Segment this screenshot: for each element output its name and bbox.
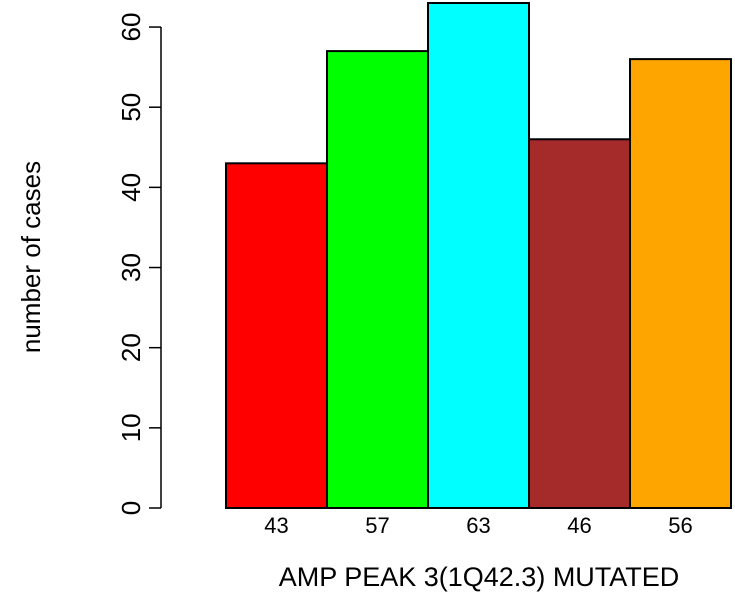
bar [427,2,530,509]
y-axis-title: number of cases [16,161,46,353]
y-tick-label: 0 [116,501,146,515]
y-tick-label: 30 [116,253,146,282]
x-axis-title: AMP PEAK 3(1Q42.3) MUTATED [279,562,680,592]
bar-category-label: 57 [365,513,389,538]
bar-category-label: 46 [567,513,591,538]
bar [225,162,328,509]
bar-category-label: 56 [668,513,692,538]
bar [326,50,429,509]
bar [528,138,631,509]
y-axis: 0 10 20 30 40 50 60 [116,13,162,515]
y-tick-label: 20 [116,333,146,362]
y-tick-label: 60 [116,13,146,42]
bars [225,2,732,509]
bar-labels: 43 57 63 46 56 [264,513,692,538]
y-tick-label: 40 [116,173,146,202]
y-tick-label: 10 [116,413,146,442]
bar-category-label: 63 [466,513,490,538]
bar [629,58,732,509]
bar-category-label: 43 [264,513,288,538]
y-tick-label: 50 [116,93,146,122]
